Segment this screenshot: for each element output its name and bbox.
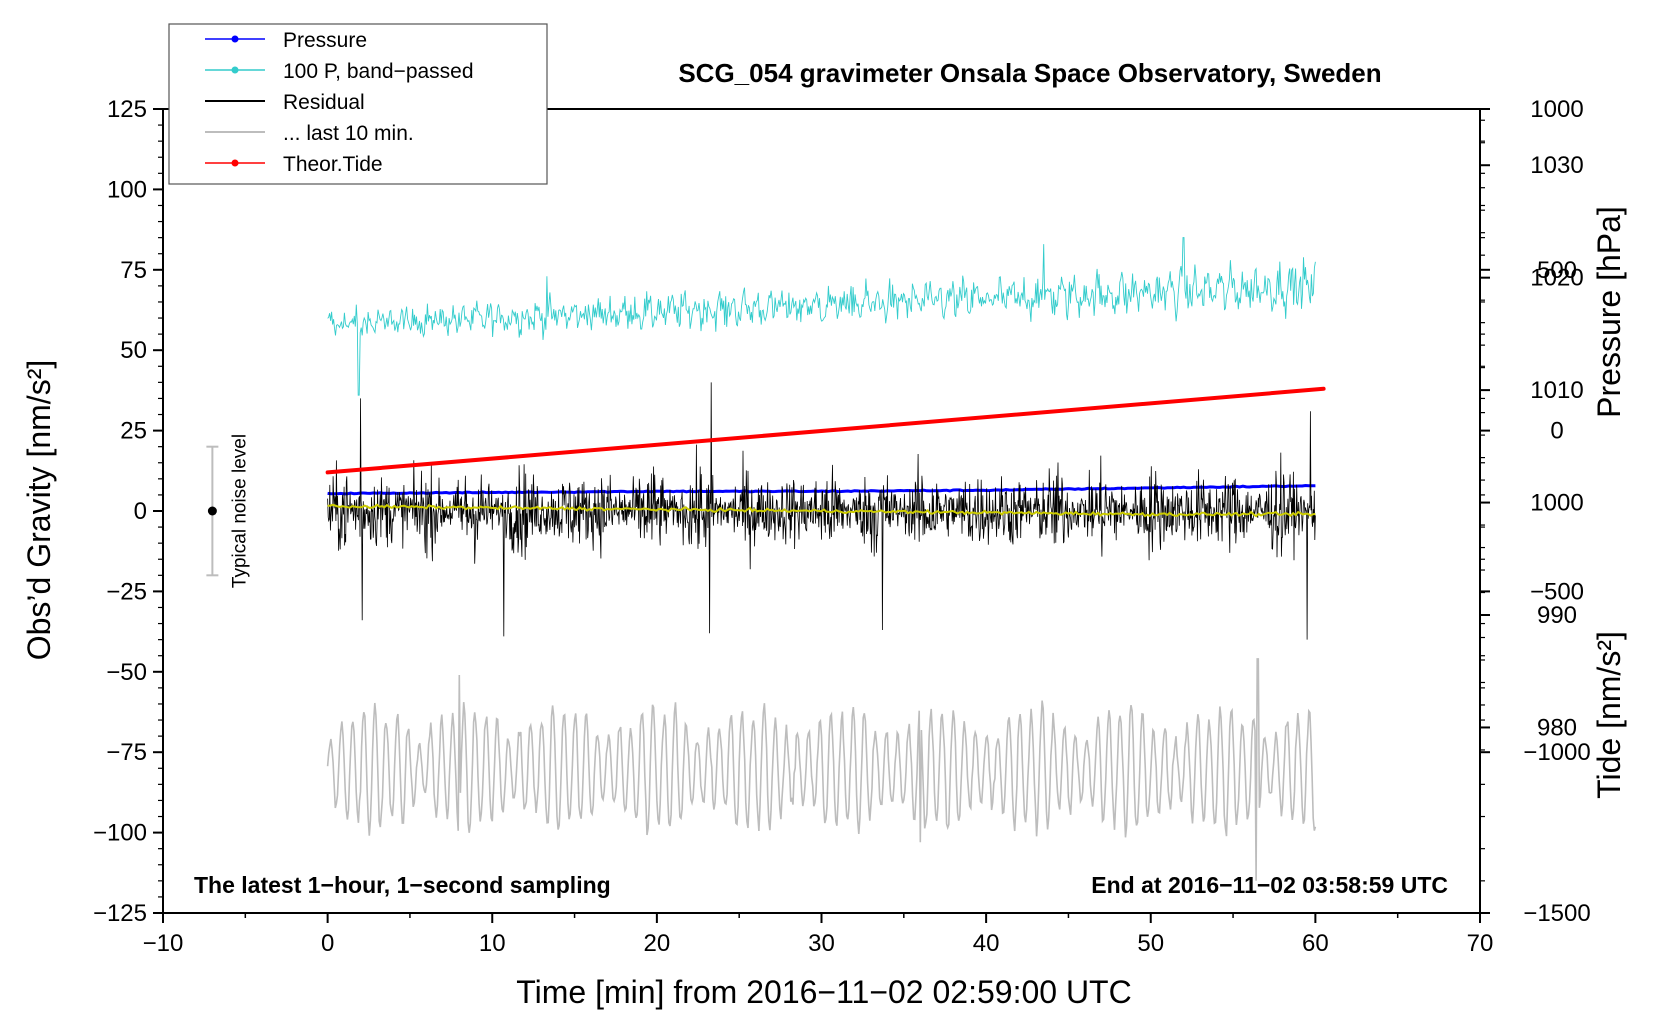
noise-level-indicator: Typical noise level (206, 434, 250, 588)
series-line-pressure (327, 483, 1316, 496)
pressure-tick-label: 1010 (1530, 377, 1583, 404)
x-tick-label: 0 (321, 930, 334, 957)
legend-label-theor-tide: Theor.Tide (283, 153, 383, 176)
series-line-residual (327, 382, 1316, 640)
series-layer (325, 237, 1326, 881)
y-tick-label: 25 (120, 418, 147, 445)
pressure-tick-label: 990 (1537, 602, 1577, 629)
tide-tick-label: 1000 (1530, 96, 1583, 123)
legend-label-last-10-min: ... last 10 min. (283, 122, 414, 145)
legend-item-residual: Residual (205, 91, 365, 114)
y-tick-label: −125 (93, 900, 147, 927)
x-tick-label: 40 (973, 930, 1000, 957)
legend-label-pressure: Pressure (283, 29, 367, 52)
series-line-residual-mean (327, 503, 1316, 518)
y-tick-label: −25 (106, 578, 147, 605)
noise-level-label: Typical noise level (229, 434, 250, 588)
legend-marker-band-passed (231, 66, 239, 74)
pressure-tick-label: 1000 (1530, 490, 1583, 517)
tide-tick-label: −1000 (1523, 739, 1590, 766)
x-tick-label: 30 (808, 930, 835, 957)
legend-label-band-passed: 100 P, band−passed (283, 60, 474, 83)
y-axis-title-pressure: Pressure [hPa] (1591, 206, 1627, 418)
pressure-tick-label: 1020 (1530, 265, 1583, 292)
y-tick-label: −50 (106, 659, 147, 686)
legend-item-theor-tide: Theor.Tide (205, 153, 383, 176)
tide-tick-label: −500 (1530, 578, 1584, 605)
annotation-end-time: End at 2016−11−02 03:58:59 UTC (1091, 872, 1448, 898)
y-tick-label: 125 (107, 96, 147, 123)
legend-item-band-passed: 100 P, band−passed (205, 60, 474, 83)
x-tick-label: 20 (644, 930, 671, 957)
tide-axis-ticks: 1000 500 0 −500 −1000 −1500 (1480, 96, 1591, 927)
y-tick-label: 100 (107, 176, 147, 203)
y-tick-label: 0 (134, 498, 147, 525)
x-tick-label: −10 (143, 930, 184, 957)
y-tick-label: −75 (106, 739, 147, 766)
legend-item-pressure: Pressure (205, 29, 367, 52)
y-axis-title-left: Obs’d Gravity [nm/s²] (21, 360, 57, 661)
y-axis-title-tide: Tide [nm/s²] (1591, 631, 1627, 799)
annotation-sampling: The latest 1−hour, 1−second sampling (194, 872, 611, 898)
y-tick-label: 50 (120, 337, 147, 364)
legend-marker-theor-tide (231, 159, 239, 167)
noise-level-dot (207, 506, 217, 516)
x-axis-title: Time [min] from 2016−11−02 02:59:00 UTC (516, 974, 1131, 1010)
legend: Pressure 100 P, band−passed Residual ...… (168, 23, 548, 185)
pressure-axis-ticks: 1030 1020 1010 1000 990 980 (1480, 119, 1584, 751)
tide-tick-label: −1500 (1523, 900, 1590, 927)
tide-tick-label: 500 (1537, 257, 1577, 284)
y-axis-ticks: 125 100 75 50 25 0 −25 −50 −75 −100 −125 (93, 96, 163, 927)
x-tick-label: 60 (1302, 930, 1329, 957)
x-axis-ticks: −10 0 10 20 30 40 50 60 70 (143, 913, 1494, 957)
y-tick-label: −100 (93, 820, 147, 847)
pressure-tick-label: 980 (1537, 714, 1577, 741)
pressure-tick-label: 1030 (1530, 152, 1583, 179)
x-tick-label: 10 (479, 930, 506, 957)
legend-item-last-10-min: ... last 10 min. (205, 122, 414, 145)
series-line-last-10-min (326, 658, 1317, 881)
tide-tick-label: 0 (1550, 418, 1563, 445)
x-tick-label: 50 (1137, 930, 1164, 957)
series-line-band-passed (327, 237, 1316, 396)
legend-label-residual: Residual (283, 91, 365, 114)
y-tick-label: 75 (120, 257, 147, 284)
series-line-theor-tide (325, 386, 1326, 475)
legend-marker-pressure (231, 35, 239, 43)
x-tick-label: 70 (1467, 930, 1494, 957)
chart-title: SCG_054 gravimeter Onsala Space Observat… (678, 58, 1381, 88)
legend-box (168, 23, 548, 185)
